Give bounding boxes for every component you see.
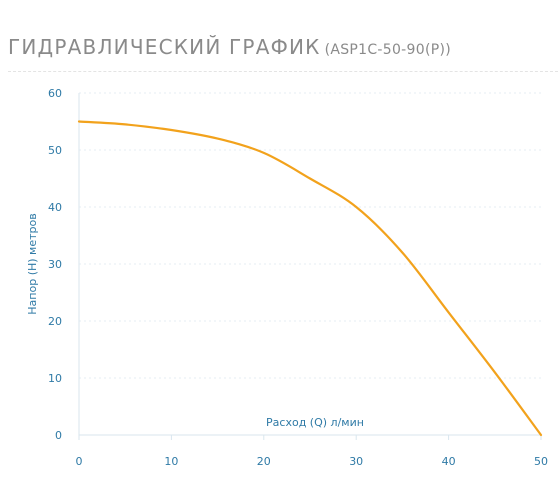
y-tick-label: 0 — [55, 429, 62, 442]
chart-title-main: ГИДРАВЛИЧЕСКИЙ ГРАФИК — [8, 35, 321, 59]
y-axis-label: Напор (Н) метров — [26, 213, 39, 314]
y-tick-label: 20 — [48, 315, 62, 328]
x-tick-label: 0 — [76, 455, 83, 468]
y-tick-label: 40 — [48, 201, 62, 214]
x-tick-label: 20 — [257, 455, 271, 468]
x-tick-label: 30 — [349, 455, 363, 468]
x-tick-label: 50 — [534, 455, 548, 468]
y-tick-label: 50 — [48, 144, 62, 157]
axes — [78, 93, 542, 440]
grid-lines — [79, 92, 541, 379]
x-axis-label: Расход (Q) л/мин — [266, 416, 364, 429]
x-tick-label: 10 — [164, 455, 178, 468]
chart-title: ГИДРАВЛИЧЕСКИЙ ГРАФИК (ASP1C-50-90(P)) — [8, 35, 451, 59]
y-tick-label: 10 — [48, 372, 62, 385]
tick-labels: 0 10 20 30 40 50 60 0 10 20 30 40 50 — [48, 87, 548, 468]
title-divider — [8, 71, 558, 72]
y-tick-label: 60 — [48, 87, 62, 100]
chart-title-model: (ASP1C-50-90(P)) — [324, 42, 451, 58]
pump-curve-line — [77, 120, 543, 437]
y-tick-label: 30 — [48, 258, 62, 271]
x-tick-label: 40 — [442, 455, 456, 468]
